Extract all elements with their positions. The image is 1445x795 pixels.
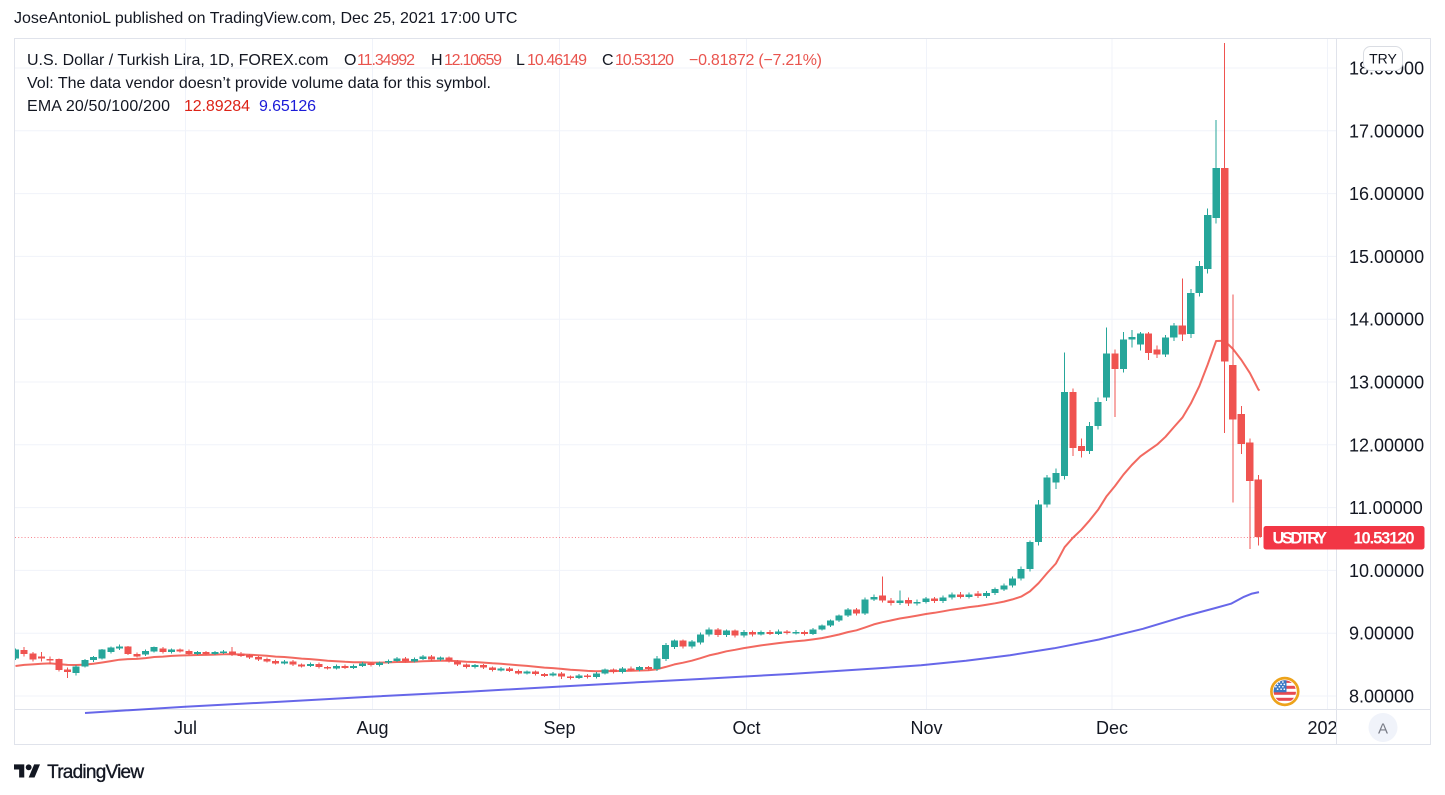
svg-text:9.65126: 9.65126 xyxy=(259,98,316,115)
svg-text:12.89284: 12.89284 xyxy=(184,98,250,115)
svg-text:Oct: Oct xyxy=(732,718,760,738)
svg-text:12.10659: 12.10659 xyxy=(444,52,502,69)
svg-text:16.00000: 16.00000 xyxy=(1349,184,1424,204)
svg-text:8.00000: 8.00000 xyxy=(1349,687,1414,707)
svg-text:Vol: The data vendor doesn’t p: Vol: The data vendor doesn’t provide vol… xyxy=(27,75,491,92)
svg-text:H: H xyxy=(431,52,443,69)
svg-text:EMA 20/50/100/200: EMA 20/50/100/200 xyxy=(27,98,170,115)
svg-text:15.00000: 15.00000 xyxy=(1349,247,1424,267)
svg-text:14.00000: 14.00000 xyxy=(1349,310,1424,330)
svg-text:−0.81872 (−7.21%): −0.81872 (−7.21%) xyxy=(689,52,822,69)
svg-text:17.00000: 17.00000 xyxy=(1349,121,1424,141)
svg-text:A: A xyxy=(1378,721,1388,738)
svg-text:C: C xyxy=(602,52,614,69)
svg-text:10.53120: 10.53120 xyxy=(1354,530,1415,548)
svg-text:9.00000: 9.00000 xyxy=(1349,624,1414,644)
svg-text:11.00000: 11.00000 xyxy=(1349,498,1423,518)
svg-text:11.34992: 11.34992 xyxy=(357,52,415,69)
svg-text:2022: 2022 xyxy=(1307,718,1347,738)
svg-text:Aug: Aug xyxy=(356,718,388,738)
svg-text:U.S. Dollar / Turkish Lira, 1D: U.S. Dollar / Turkish Lira, 1D, FOREX.co… xyxy=(27,52,328,69)
svg-text:Sep: Sep xyxy=(543,718,575,738)
svg-text:Jul: Jul xyxy=(174,718,197,738)
svg-text:12.00000: 12.00000 xyxy=(1349,435,1424,455)
svg-text:10.53120: 10.53120 xyxy=(615,52,674,69)
svg-text:O: O xyxy=(344,52,356,69)
svg-text:USDTRY: USDTRY xyxy=(1273,530,1328,548)
svg-text:L: L xyxy=(516,52,525,69)
svg-text:10.00000: 10.00000 xyxy=(1349,561,1424,581)
svg-text:13.00000: 13.00000 xyxy=(1349,373,1424,393)
svg-text:TRY: TRY xyxy=(1369,51,1397,67)
svg-text:TradingView: TradingView xyxy=(47,762,144,783)
svg-text:Dec: Dec xyxy=(1096,718,1128,738)
svg-text:10.46149: 10.46149 xyxy=(527,52,587,69)
svg-text:Nov: Nov xyxy=(910,718,942,738)
